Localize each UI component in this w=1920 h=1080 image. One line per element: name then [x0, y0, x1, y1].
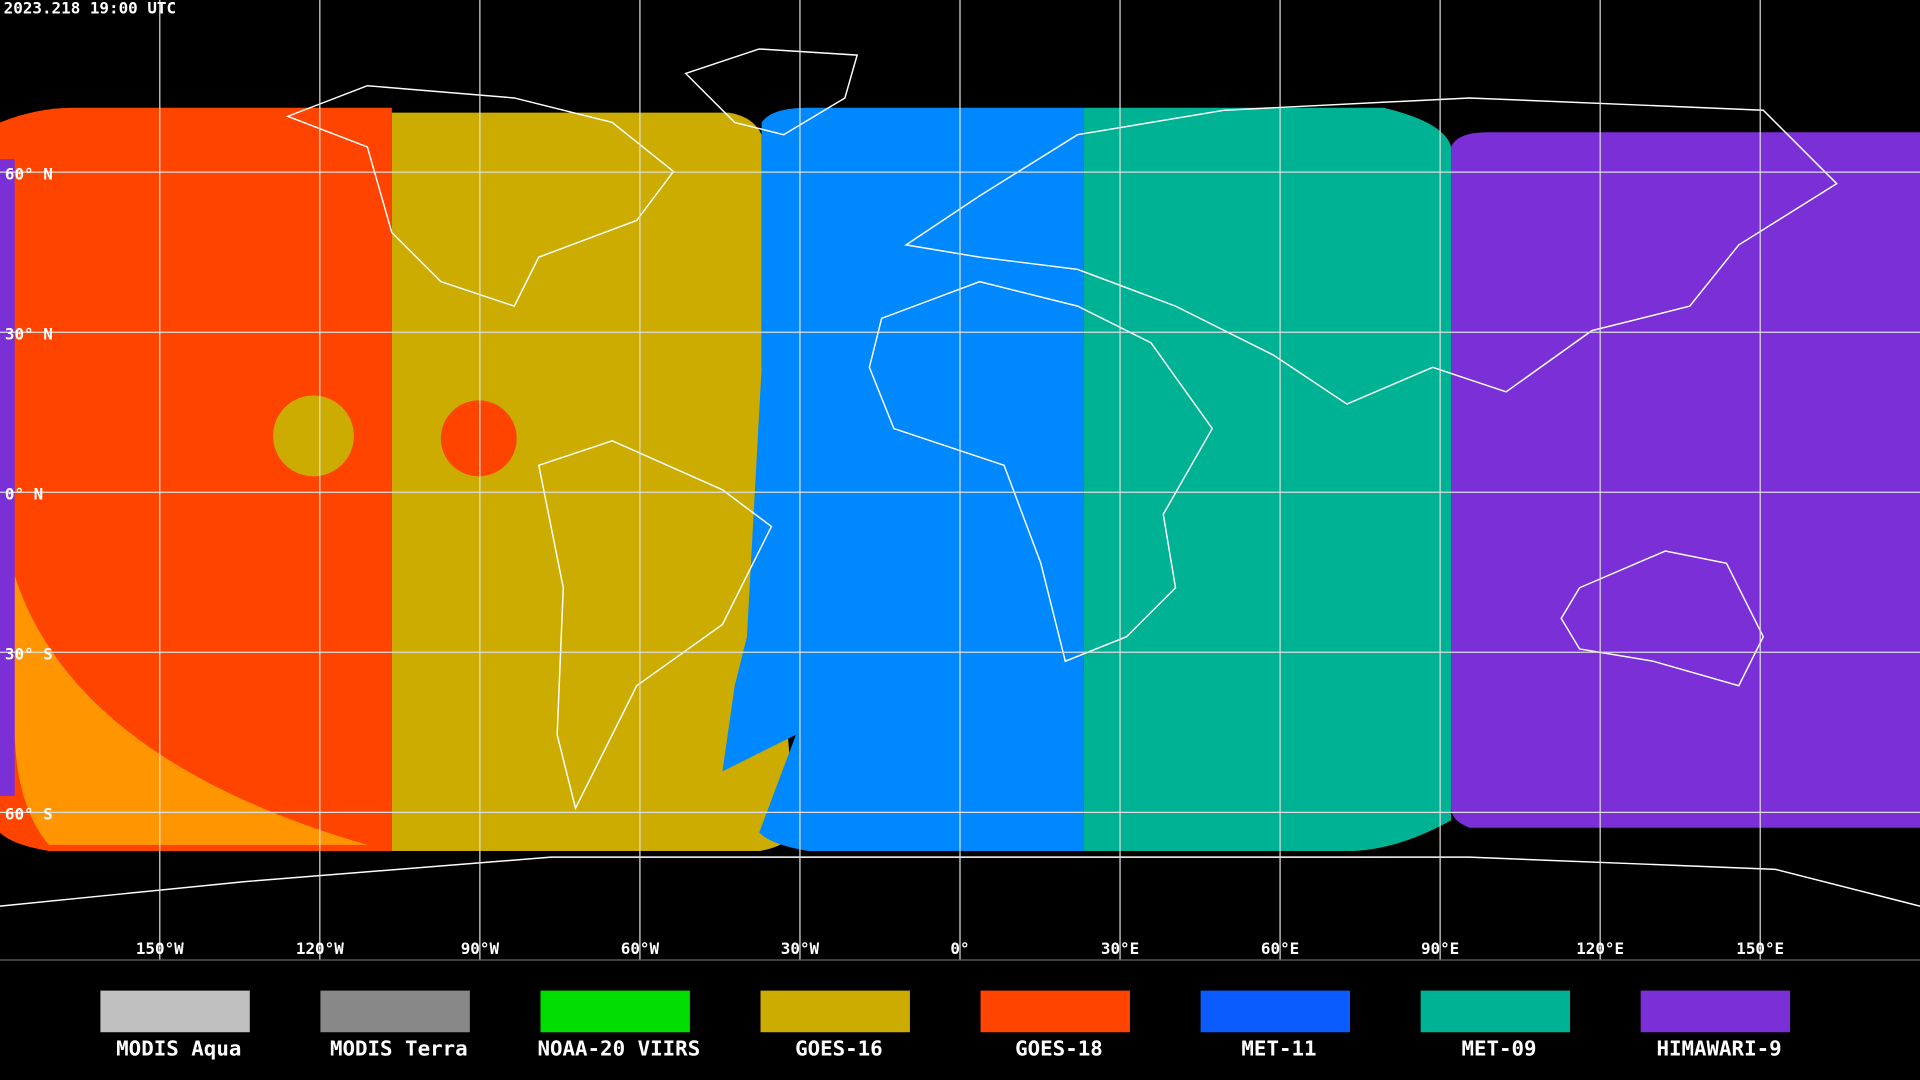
- latitude-label: 0° N: [5, 485, 43, 504]
- longitude-label: 30°W: [781, 939, 820, 958]
- north-america-outline: [285, 84, 675, 308]
- antarctica-outline: [0, 856, 1920, 907]
- legend-label: GOES-18: [1015, 1037, 1103, 1061]
- longitude-label: 90°E: [1421, 939, 1459, 958]
- legend-swatch: [100, 990, 250, 1033]
- latitude-label: 60° S: [5, 805, 53, 824]
- met-11-region: [722, 107, 1084, 852]
- goes-18-edge: [14, 575, 368, 845]
- timestamp: 2023.218 19:00 UTC: [4, 0, 176, 17]
- legend: MODIS Aqua MODIS Terra NOAA-20 VIIRS GOES-1…: [100, 990, 1791, 1061]
- longitude-label: 60°W: [621, 939, 660, 958]
- legend-label: MET-09: [1461, 1037, 1536, 1061]
- longitude-label: 150°E: [1736, 939, 1784, 958]
- south-america-outline: [537, 440, 773, 811]
- legend-swatch: [540, 990, 690, 1033]
- goes-16-spot: [273, 395, 354, 477]
- legend-swatch: [1420, 990, 1571, 1033]
- legend-label: GOES-16: [795, 1037, 883, 1061]
- legend-label: MODIS Aqua: [116, 1037, 241, 1061]
- legend-swatch: [980, 990, 1130, 1033]
- goes-18-region: [0, 107, 392, 852]
- latitude-label: 60° N: [5, 165, 53, 184]
- longitude-label: 0°: [950, 939, 969, 958]
- himawari-wrap: [0, 159, 15, 796]
- eurasia-outline: [904, 97, 1838, 405]
- greenland-outline: [684, 48, 859, 136]
- legend-label: MODIS Terra: [330, 1037, 468, 1061]
- legend-label: NOAA-20 VIIRS: [537, 1037, 700, 1061]
- longitude-label: 120°W: [296, 939, 344, 958]
- himawari-9-region: [1451, 132, 1920, 828]
- longitude-label: 30°E: [1101, 939, 1139, 958]
- goes-16-region: [391, 112, 796, 852]
- longitude-label: 60°E: [1261, 939, 1299, 958]
- graticule: 60° N 30° N 0° N 30° S 60° S 150°W 120°W 90°W 60…: [0, 0, 1920, 960]
- africa-outline: [868, 280, 1214, 663]
- latitude-label: 30° N: [5, 325, 53, 344]
- longitude-label: 120°E: [1576, 939, 1624, 958]
- legend-label: MET-11: [1241, 1037, 1316, 1061]
- legend-swatch: [760, 990, 910, 1033]
- latitude-label: 30° S: [5, 645, 53, 664]
- legend-swatch: [1200, 990, 1350, 1033]
- legend-swatch: [1640, 990, 1791, 1033]
- australia-outline: [1560, 550, 1765, 687]
- coastlines: [0, 48, 1920, 907]
- legend-label: HIMAWARI-9: [1656, 1037, 1781, 1061]
- longitude-label: 90°W: [461, 939, 500, 958]
- met-09-region: [1083, 107, 1452, 852]
- legend-swatch: [320, 990, 470, 1033]
- longitude-label: 150°W: [136, 939, 184, 958]
- coverage-regions: [0, 107, 1920, 852]
- goes-18-spot: [440, 400, 517, 477]
